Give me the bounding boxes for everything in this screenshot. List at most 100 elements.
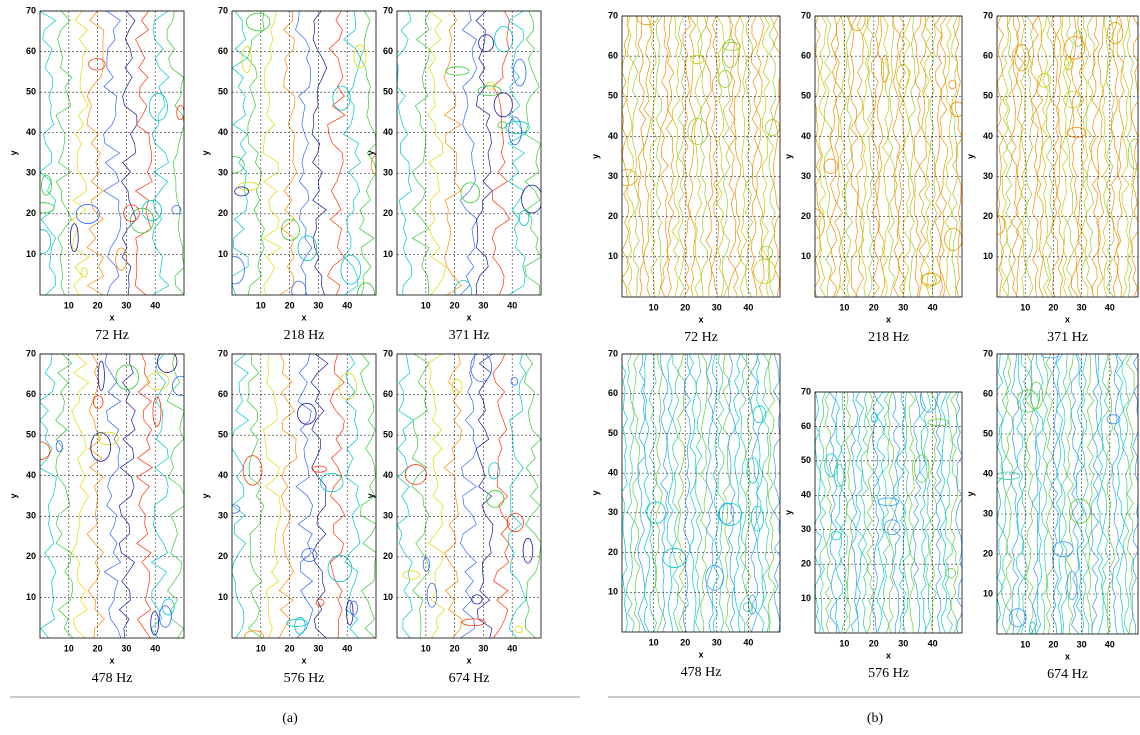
contour-line xyxy=(914,16,921,297)
contour-line xyxy=(412,354,429,638)
contour-loop xyxy=(455,280,472,301)
x-axis-label: x xyxy=(1065,314,1070,324)
contour-loop xyxy=(515,626,523,632)
y-tick-label: 70 xyxy=(218,5,228,15)
contour-line xyxy=(1031,16,1039,297)
x-tick-label: 10 xyxy=(64,643,74,653)
contour-line xyxy=(672,16,680,297)
contour-loop xyxy=(1015,45,1029,71)
contour-loop xyxy=(472,595,482,604)
contour-line xyxy=(232,11,248,295)
contour-line xyxy=(1006,16,1013,297)
y-axis-label: y xyxy=(200,493,210,498)
contour-line xyxy=(757,16,765,297)
caption: 218 Hz xyxy=(868,330,909,345)
contour-loop xyxy=(116,365,139,390)
x-tick-label: 20 xyxy=(869,638,879,648)
y-tick-label: 60 xyxy=(383,389,393,399)
x-tick-label: 30 xyxy=(898,638,908,648)
contour-line xyxy=(343,11,360,295)
contour-line xyxy=(940,16,948,297)
y-tick-label: 50 xyxy=(26,430,36,440)
y-tick-label: 10 xyxy=(218,592,228,602)
contour-line xyxy=(1076,16,1084,297)
contour-loop xyxy=(1067,127,1086,137)
contour-line xyxy=(1016,354,1024,634)
y-tick-label: 30 xyxy=(218,511,228,521)
x-tick-label: 10 xyxy=(421,643,431,653)
contour-line xyxy=(856,16,864,297)
contour-loop xyxy=(881,55,888,82)
contour-lines xyxy=(991,16,1140,297)
contour-line xyxy=(751,16,758,297)
contour-line xyxy=(830,16,837,297)
y-tick-label: 20 xyxy=(218,551,228,561)
contour-line xyxy=(1102,16,1109,297)
y-tick-label: 30 xyxy=(608,171,618,181)
contour-line xyxy=(1051,354,1059,634)
y-tick-label: 30 xyxy=(26,511,36,521)
contour-line xyxy=(678,16,686,297)
y-tick-label: 20 xyxy=(26,208,36,218)
contour-line xyxy=(312,11,327,295)
contour-line xyxy=(1071,16,1079,297)
contour-line xyxy=(121,11,136,295)
contour-line xyxy=(945,16,953,297)
contour-loop xyxy=(427,583,437,607)
x-tick-label: 30 xyxy=(313,643,323,653)
caption: 371 Hz xyxy=(1047,330,1088,345)
contour-loop xyxy=(479,35,494,52)
contour-line xyxy=(768,354,776,632)
contour-line xyxy=(929,16,937,297)
y-tick-label: 50 xyxy=(983,91,993,101)
contour-line xyxy=(135,11,152,295)
y-tick-label: 60 xyxy=(218,389,228,399)
contour-loop xyxy=(98,432,118,445)
x-tick-label: 10 xyxy=(1020,302,1030,312)
contour-lines xyxy=(32,11,185,295)
contour-line xyxy=(649,16,657,297)
contour-loop xyxy=(81,268,87,277)
y-axis-label: y xyxy=(590,490,600,495)
x-tick-label: 30 xyxy=(121,300,131,310)
x-tick-label: 30 xyxy=(712,302,722,312)
caption: 478 Hz xyxy=(681,665,722,680)
contour-panel: 1020304010203040506070xy72 Hz xyxy=(590,9,781,345)
contour-line xyxy=(152,11,169,295)
contour-line xyxy=(1026,16,1034,297)
y-tick-label: 20 xyxy=(983,211,993,221)
contour-loop xyxy=(371,156,379,173)
y-tick-label: 30 xyxy=(608,507,618,517)
x-tick-label: 40 xyxy=(928,302,938,312)
contour-line xyxy=(940,392,948,633)
y-tick-label: 10 xyxy=(383,592,393,602)
contour-line xyxy=(695,354,702,632)
x-tick-label: 40 xyxy=(507,643,517,653)
contour-line xyxy=(649,354,656,632)
contour-lines xyxy=(30,351,189,638)
y-tick-label: 10 xyxy=(218,249,228,259)
contour-line xyxy=(1001,16,1009,297)
contour-line xyxy=(935,16,943,297)
contour-loop xyxy=(147,373,169,390)
x-tick-label: 10 xyxy=(421,300,431,310)
contour-line xyxy=(72,354,89,638)
contour-line xyxy=(167,354,185,638)
x-tick-label: 40 xyxy=(507,300,517,310)
contour-lines xyxy=(225,354,377,643)
contour-line xyxy=(1021,16,1028,297)
contour-loop xyxy=(723,39,739,67)
y-tick-label: 70 xyxy=(608,10,618,20)
y-tick-label: 20 xyxy=(801,559,811,569)
contour-line xyxy=(1056,16,1064,297)
contour-panel: 1020304010203040506070xy478 Hz xyxy=(590,348,781,680)
caption: 576 Hz xyxy=(868,666,909,681)
y-axis-label: y xyxy=(365,150,375,155)
y-tick-label: 10 xyxy=(801,251,811,261)
y-tick-label: 50 xyxy=(383,87,393,97)
contour-line xyxy=(825,16,832,297)
contour-panel: 1020304010203040506070xy218 Hz xyxy=(200,5,379,343)
y-tick-label: 30 xyxy=(801,171,811,181)
contour-loop xyxy=(116,248,127,270)
y-tick-label: 70 xyxy=(383,348,393,358)
